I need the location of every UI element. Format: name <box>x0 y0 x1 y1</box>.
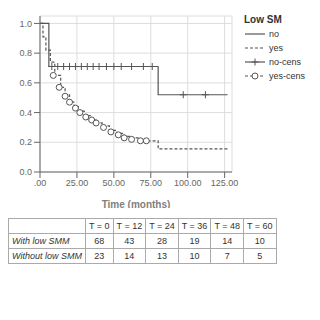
svg-text:25.00: 25.00 <box>66 178 89 188</box>
svg-text:0.6: 0.6 <box>19 78 32 88</box>
html-text:10: 10 <box>189 251 200 261</box>
svg-text:Time (months): Time (months) <box>102 199 171 208</box>
html-text:14: 14 <box>124 251 135 261</box>
html-text:7: 7 <box>224 251 230 261</box>
html-text:Low SM: Low SM <box>244 14 282 25</box>
html-text:43: 43 <box>124 236 135 246</box>
html-text:T = 24: T = 24 <box>149 221 175 231</box>
svg-text:0.0: 0.0 <box>19 167 32 177</box>
html-text:14: 14 <box>222 236 233 246</box>
html-text:13: 13 <box>157 251 167 261</box>
html-text:no-cens: no-cens <box>269 57 301 67</box>
html-text:19: 19 <box>189 236 200 246</box>
html-text:28: 28 <box>157 236 167 246</box>
svg-text:.00: .00 <box>34 178 47 188</box>
html-text:yes-cens: yes-cens <box>269 71 305 81</box>
svg-text:50.00: 50.00 <box>103 178 126 188</box>
html-text:T = 36: T = 36 <box>181 221 208 231</box>
svg-text:0.4: 0.4 <box>19 108 32 118</box>
html-text:T = 60: T = 60 <box>247 221 273 231</box>
html-text:With low SMM: With low SMM <box>12 236 70 246</box>
html-text:5: 5 <box>257 251 263 261</box>
html-text:T = 12: T = 12 <box>116 221 143 231</box>
html-text:23: 23 <box>94 251 105 261</box>
svg-text:100.00: 100.00 <box>174 178 202 188</box>
html-text:T = 48: T = 48 <box>214 221 240 231</box>
html-text:10: 10 <box>254 236 265 246</box>
html-text:yes: yes <box>269 43 283 53</box>
svg-text:1.0: 1.0 <box>19 19 32 29</box>
svg-text:75.00: 75.00 <box>140 178 163 188</box>
html-text:68: 68 <box>94 236 105 246</box>
svg-text:125.00: 125.00 <box>211 178 239 188</box>
svg-text:0.8: 0.8 <box>19 48 32 58</box>
svg-text:0.2: 0.2 <box>19 137 32 147</box>
html-text:Without low SMM: Without low SMM <box>12 251 82 261</box>
html-text:no: no <box>269 29 279 39</box>
html-text:T = 0: T = 0 <box>88 221 110 231</box>
